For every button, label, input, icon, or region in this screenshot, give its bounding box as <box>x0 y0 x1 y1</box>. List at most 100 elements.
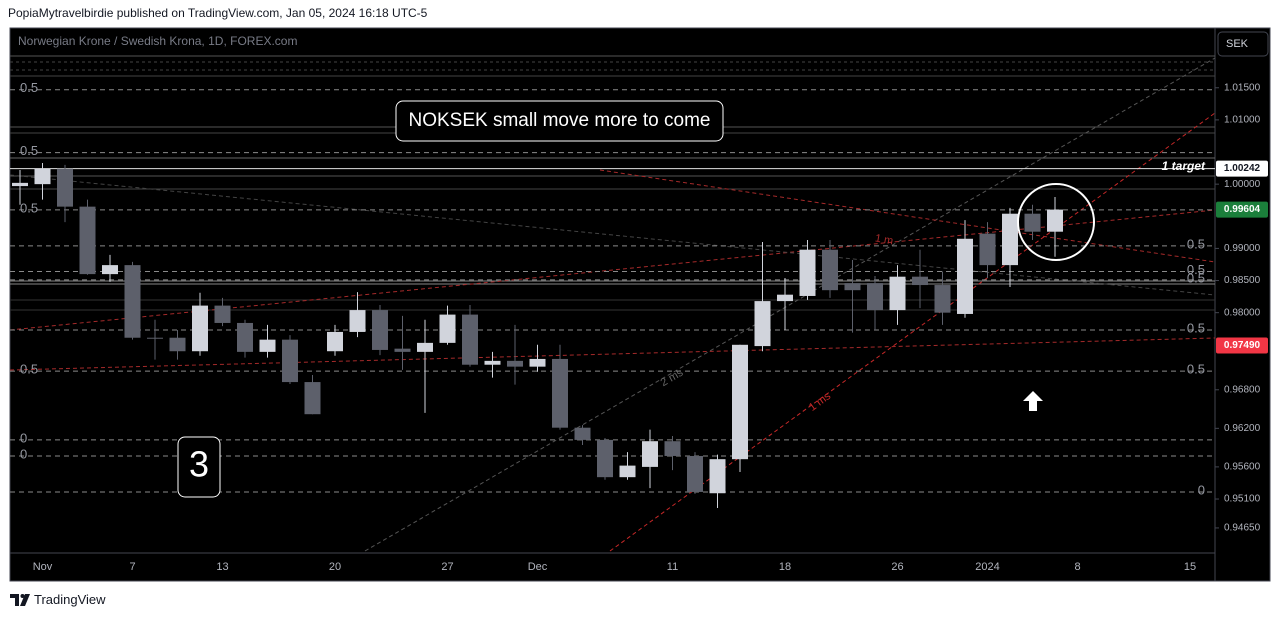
candle-body <box>372 310 388 350</box>
wave-label: 3 <box>189 444 209 485</box>
level-label: 0.5 <box>20 143 38 158</box>
x-tick-label: 13 <box>216 561 228 573</box>
x-tick-label: 27 <box>441 561 453 573</box>
candle-body <box>1047 209 1063 232</box>
candle-body <box>664 441 681 456</box>
candle-body <box>529 358 546 367</box>
candle-body <box>574 427 591 440</box>
trend-line <box>609 112 1216 552</box>
candle-body <box>57 168 73 207</box>
candle-body <box>822 249 838 291</box>
x-tick-label: 8 <box>1074 561 1080 573</box>
level-label: 0.5 <box>20 362 38 377</box>
level-label: 0.5 <box>1187 262 1205 277</box>
level-label: 0.5 <box>1187 270 1205 285</box>
candle-body <box>619 465 636 478</box>
candle-body <box>597 439 613 478</box>
candle-body <box>867 283 883 311</box>
y-tick-label: 1.01000 <box>1224 115 1261 126</box>
candle-body <box>147 337 163 339</box>
candle-body <box>282 339 298 383</box>
level-label: 0.5 <box>1187 362 1205 377</box>
candle-body <box>349 310 366 332</box>
drawing-label: 2 ms <box>659 367 686 390</box>
price-label: 1.00242 <box>1224 163 1261 174</box>
x-tick-label: 2024 <box>975 561 999 573</box>
y-tick-label: 0.96200 <box>1224 423 1261 434</box>
candle-body <box>552 358 568 428</box>
currency-button[interactable] <box>1217 31 1269 57</box>
x-tick-label: Nov <box>33 561 53 573</box>
price-label-box <box>1216 337 1268 354</box>
level-label: 0.5 <box>20 80 38 95</box>
candle-body <box>777 294 793 302</box>
candle-body <box>1024 213 1041 232</box>
candle-body <box>934 285 951 313</box>
y-tick-label: 1.01500 <box>1224 82 1261 93</box>
candle-body <box>799 249 816 296</box>
highlight-circle <box>1017 183 1095 261</box>
drawing-label: 1 m <box>874 232 894 247</box>
level-label: 0.5 <box>1187 320 1205 335</box>
y-tick-label: 0.98500 <box>1224 275 1261 286</box>
trend-line <box>599 169 1216 263</box>
publish-header: PopiaMytravelbirdie published on Trading… <box>8 6 428 20</box>
candle-body <box>417 342 433 352</box>
candle-body <box>192 305 208 352</box>
level-label: 0 <box>20 430 27 445</box>
candle-body <box>1002 213 1018 266</box>
candle-body <box>507 360 523 367</box>
y-tick-label: 0.95600 <box>1224 462 1261 473</box>
footer-brand: TradingView <box>34 592 106 607</box>
chart-content: 1.01500 1.01000 1.00000 0.99000 0.98500 0.980… <box>10 80 1268 573</box>
candle-body <box>304 382 321 415</box>
up-arrow <box>1023 391 1043 411</box>
annotation-text: NOKSEK small move more to come <box>409 110 711 131</box>
wave-box <box>177 436 221 498</box>
y-tick-label: 0.95100 <box>1224 494 1261 505</box>
x-tick-label: Dec <box>528 561 548 573</box>
level-label: 0 <box>20 446 27 461</box>
trend-line <box>9 209 1216 331</box>
level-label: 0 <box>1198 482 1205 497</box>
price-label: 0.97490 <box>1224 340 1261 351</box>
candle-body <box>979 233 996 266</box>
x-tick-label: 26 <box>891 561 903 573</box>
trend-line <box>364 57 1216 552</box>
chart-background <box>9 27 1271 582</box>
drawing-label: 1 ms <box>807 390 834 414</box>
y-tick-label: 0.96800 <box>1224 384 1261 395</box>
candle-body <box>732 344 748 460</box>
price-label: 0.99604 <box>1224 204 1261 215</box>
candle-body <box>957 238 973 314</box>
candle-body <box>754 301 771 347</box>
candle-body <box>687 455 703 492</box>
candle-body <box>327 331 343 352</box>
candle-body <box>79 206 96 275</box>
candle-body <box>889 276 906 311</box>
x-tick-label: 18 <box>779 561 791 573</box>
candle-body <box>844 283 861 291</box>
candle-body <box>912 276 928 286</box>
currency-label[interactable]: SEK <box>1226 38 1249 50</box>
candle-body <box>124 265 141 338</box>
y-tick-label: 0.98000 <box>1224 307 1261 318</box>
price-label-box <box>1216 201 1268 218</box>
x-tick-label: 7 <box>129 561 135 573</box>
price-label-box <box>1216 160 1268 177</box>
level-label: 0.5 <box>20 200 38 215</box>
x-tick-label: 20 <box>329 561 341 573</box>
candle-body <box>462 314 478 365</box>
candle-body <box>484 360 501 365</box>
candle-body <box>439 314 456 343</box>
candle-body <box>34 168 51 185</box>
y-tick-label: 0.99000 <box>1224 243 1261 254</box>
footer: TradingView <box>10 592 106 607</box>
candle-body <box>12 182 28 187</box>
level-label: 0.5 <box>1187 236 1205 251</box>
y-tick-label: 1.00000 <box>1224 179 1261 190</box>
candle-body <box>237 322 253 352</box>
trend-line <box>9 174 1216 296</box>
candle-body <box>214 305 231 323</box>
trend-line <box>9 337 1216 371</box>
